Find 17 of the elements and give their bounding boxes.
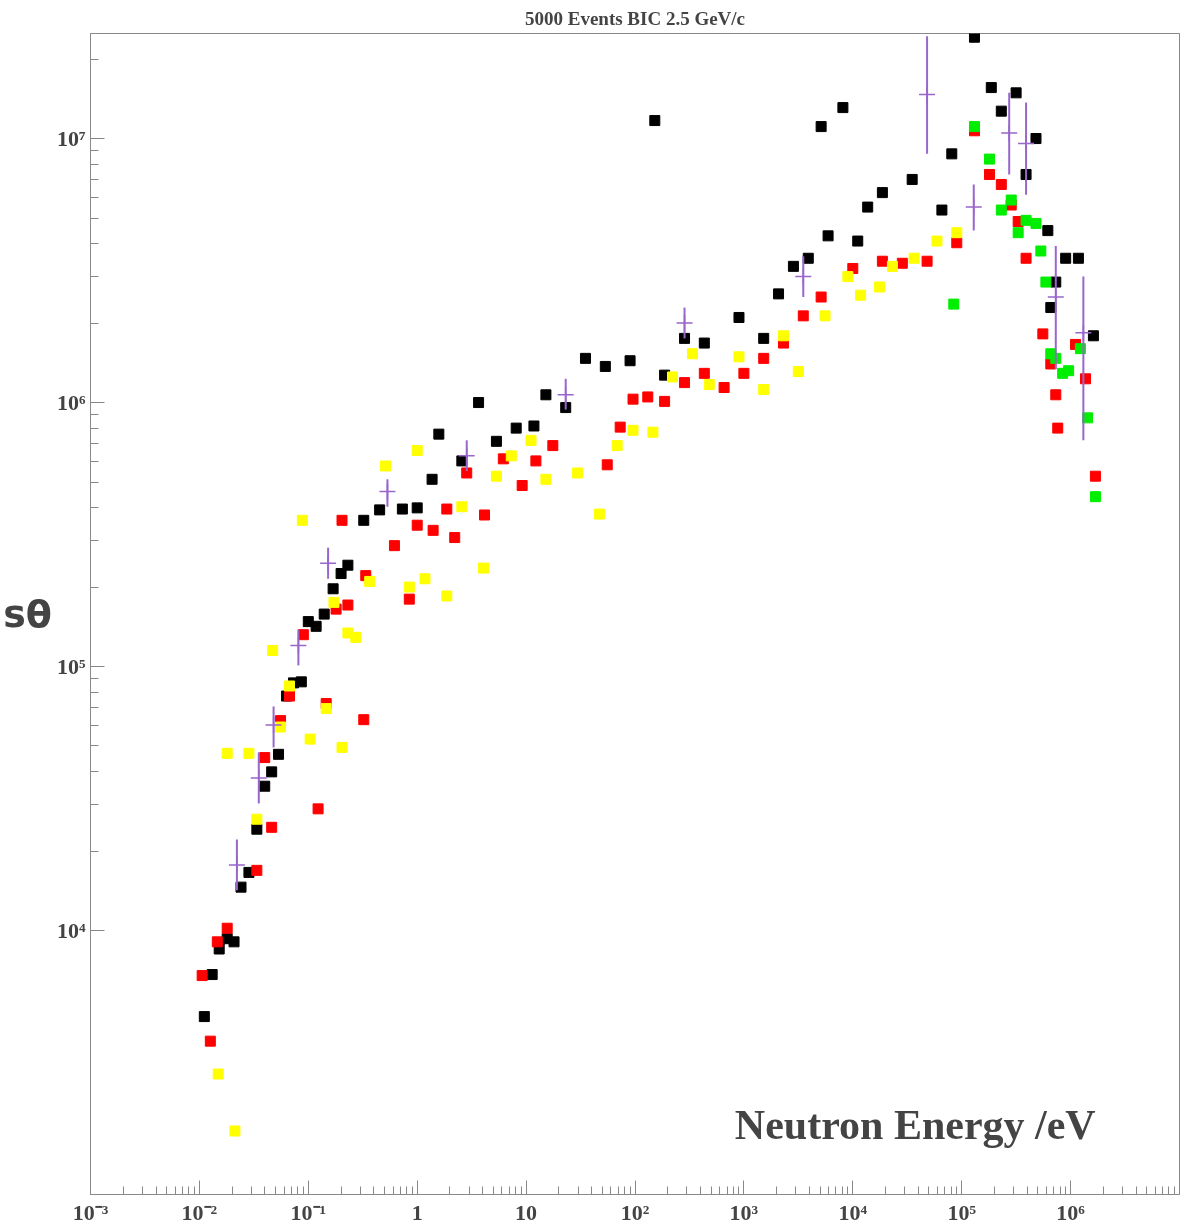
y-tick-label: 10⁶ [56, 390, 86, 416]
x-tick-label: 10⁻³ [72, 1199, 109, 1225]
x-tick-label: 10² [620, 1199, 650, 1225]
x-tick-label: 10⁵ [947, 1199, 977, 1225]
y-axis-title: sθ [3, 592, 52, 636]
x-axis-title: Neutron Energy /eV [734, 1102, 1096, 1149]
x-tick-label: 10⁴ [838, 1199, 868, 1225]
y-tick-label: 10⁵ [56, 654, 86, 680]
x-tick-label: 10⁻¹ [290, 1199, 327, 1225]
x-tick-label: 10⁻² [181, 1199, 218, 1225]
chart-title: 5000 Events BIC 2.5 GeV/c [524, 7, 746, 29]
x-tick-label: 10 [515, 1199, 538, 1225]
x-tick-label: 10⁶ [1056, 1199, 1086, 1225]
x-tick-label: 10³ [729, 1199, 759, 1225]
y-tick-label: 10⁷ [56, 126, 86, 152]
x-tick-label: 1 [411, 1199, 423, 1225]
y-tick-label: 10⁴ [56, 918, 86, 944]
